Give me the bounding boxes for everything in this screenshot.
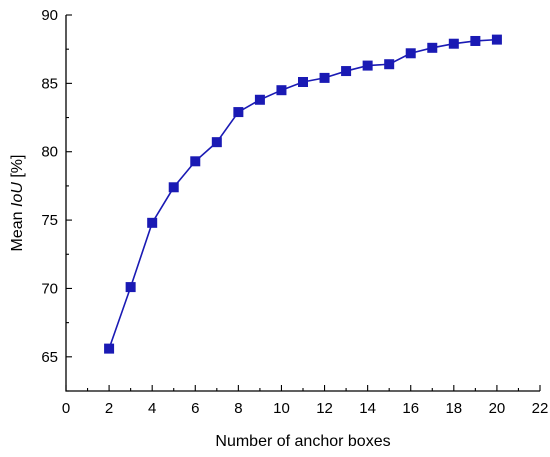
data-point bbox=[125, 282, 136, 293]
data-point bbox=[470, 35, 481, 46]
data-point bbox=[147, 217, 158, 228]
x-axis-ticks: 0 2 4 6 8 10 12 14 16 18 20 22 bbox=[62, 385, 549, 417]
y-axis-label-suffix: [%] bbox=[9, 155, 26, 183]
data-point bbox=[405, 48, 416, 59]
x-tick-label: 16 bbox=[402, 400, 419, 417]
data-point bbox=[319, 72, 330, 83]
data-point bbox=[254, 94, 265, 105]
y-axis-label-prefix: Mean bbox=[9, 207, 26, 251]
x-tick-label: 4 bbox=[148, 400, 156, 417]
x-tick-label: 22 bbox=[532, 400, 549, 417]
y-tick-label: 90 bbox=[41, 7, 58, 24]
x-tick-label: 2 bbox=[105, 400, 113, 417]
y-tick-label: 65 bbox=[41, 349, 58, 366]
x-tick-label: 8 bbox=[234, 400, 242, 417]
y-tick-label: 75 bbox=[41, 212, 58, 229]
data-point bbox=[276, 85, 287, 96]
x-tick-label: 6 bbox=[191, 400, 199, 417]
data-point bbox=[211, 137, 222, 148]
x-tick-label: 10 bbox=[273, 400, 290, 417]
series-layer bbox=[104, 34, 502, 354]
x-tick-label: 14 bbox=[359, 400, 376, 417]
data-point bbox=[448, 38, 459, 49]
x-tick-label: 0 bbox=[62, 400, 70, 417]
data-point bbox=[104, 343, 115, 354]
y-axis-ticks: 65 70 75 80 85 90 bbox=[41, 7, 72, 392]
data-point bbox=[491, 34, 502, 45]
data-point bbox=[190, 156, 201, 167]
data-point bbox=[362, 60, 373, 71]
y-tick-label: 85 bbox=[41, 75, 58, 92]
x-tick-label: 20 bbox=[489, 400, 506, 417]
data-point bbox=[427, 42, 438, 53]
data-point bbox=[298, 76, 308, 87]
x-tick-label: 12 bbox=[316, 400, 333, 417]
axes bbox=[65, 15, 540, 392]
y-tick-label: 70 bbox=[41, 280, 58, 297]
y-tick-label: 80 bbox=[41, 144, 58, 161]
data-point bbox=[168, 182, 179, 193]
y-axis-label-italic: IoU bbox=[9, 182, 26, 207]
data-point bbox=[341, 66, 352, 77]
data-point bbox=[233, 107, 244, 118]
x-axis-label: Number of anchor boxes bbox=[215, 433, 390, 450]
plot-frame bbox=[65, 15, 540, 392]
x-tick-label: 18 bbox=[445, 400, 462, 417]
data-point bbox=[384, 59, 395, 70]
y-axis-label: Mean IoU [%] bbox=[9, 155, 26, 252]
